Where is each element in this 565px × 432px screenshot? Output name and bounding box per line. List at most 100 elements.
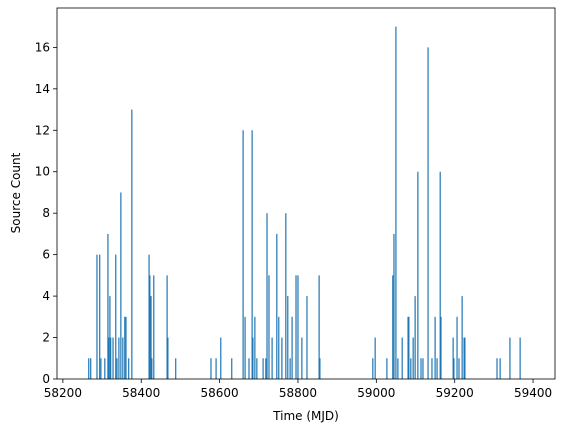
- bar: [104, 358, 106, 379]
- bar: [215, 358, 217, 379]
- bar: [128, 358, 130, 379]
- x-tick-label: 58600: [201, 386, 239, 400]
- bar: [88, 358, 90, 379]
- x-tick-label: 59200: [436, 386, 474, 400]
- bar: [109, 296, 111, 379]
- x-axis-label: Time (MJD): [272, 409, 339, 423]
- bar: [131, 109, 133, 380]
- bar: [125, 316, 127, 379]
- bar: [265, 358, 267, 379]
- bar: [244, 316, 246, 379]
- bar: [256, 358, 258, 379]
- bar: [175, 358, 177, 379]
- y-tick-label: 10: [35, 165, 50, 179]
- bar: [456, 316, 458, 379]
- bar: [318, 275, 320, 379]
- bar: [410, 358, 412, 379]
- y-tick-label: 8: [42, 206, 50, 220]
- bar: [420, 358, 422, 379]
- bar: [386, 358, 388, 379]
- bar: [210, 358, 212, 379]
- y-tick-label: 0: [42, 372, 50, 386]
- bar: [374, 337, 376, 379]
- bar: [287, 296, 289, 379]
- bar: [306, 296, 308, 379]
- bar: [452, 337, 454, 379]
- bar: [110, 337, 112, 379]
- bar: [268, 275, 270, 379]
- bar: [90, 358, 92, 379]
- bar: [461, 296, 463, 379]
- bar: [281, 337, 283, 379]
- bar: [153, 275, 155, 379]
- bar: [440, 316, 442, 379]
- bar: [150, 296, 152, 379]
- bar: [439, 171, 441, 379]
- bar: [422, 358, 424, 379]
- bar: [108, 337, 110, 379]
- bar: [166, 275, 168, 379]
- bar: [393, 233, 395, 379]
- bar: [120, 192, 122, 379]
- bar: [431, 358, 433, 379]
- bar: [434, 316, 436, 379]
- bar: [116, 358, 118, 379]
- bar: [463, 337, 465, 379]
- bar: [453, 358, 455, 379]
- bar: [278, 316, 280, 379]
- bar: [118, 337, 120, 379]
- x-tick-label: 58200: [44, 386, 82, 400]
- bar: [412, 337, 414, 379]
- bar: [99, 254, 101, 379]
- bar: [242, 130, 244, 379]
- bar: [392, 275, 394, 379]
- bar: [276, 233, 278, 379]
- bar: [151, 358, 153, 379]
- bar: [266, 213, 268, 379]
- bar: [100, 358, 102, 379]
- bar: [148, 254, 150, 379]
- bar: [464, 337, 466, 379]
- bar: [291, 316, 293, 379]
- bar: [458, 358, 460, 379]
- bar: [96, 254, 98, 379]
- bar: [395, 26, 397, 380]
- bar: [397, 358, 399, 379]
- bar: [251, 130, 253, 379]
- bar: [436, 358, 438, 379]
- bar: [496, 358, 498, 379]
- bar: [231, 358, 233, 379]
- bar: [107, 233, 109, 379]
- bar: [285, 213, 287, 379]
- y-tick-label: 16: [35, 40, 50, 54]
- y-tick-label: 12: [35, 123, 50, 137]
- y-axis-label: Source Count: [9, 152, 23, 233]
- bar: [115, 254, 117, 379]
- y-tick-label: 4: [42, 289, 50, 303]
- x-tick-label: 58400: [122, 386, 160, 400]
- bar: [289, 358, 291, 379]
- bar: [301, 337, 303, 379]
- x-tick-label: 58800: [279, 386, 317, 400]
- y-tick-label: 6: [42, 248, 50, 262]
- bar: [167, 337, 169, 379]
- bar: [248, 358, 250, 379]
- bar: [319, 358, 321, 379]
- x-tick-label: 59000: [357, 386, 395, 400]
- bar: [252, 337, 254, 379]
- bar: [499, 358, 501, 379]
- bar: [297, 275, 299, 379]
- y-tick-label: 14: [35, 82, 50, 96]
- bar: [427, 47, 429, 380]
- bar: [519, 337, 521, 379]
- bar: [372, 358, 374, 379]
- bar: [112, 337, 114, 379]
- bar: [254, 316, 256, 379]
- bar: [220, 337, 222, 379]
- bar: [122, 337, 124, 379]
- bar: [408, 316, 410, 379]
- bar: [401, 337, 403, 379]
- x-tick-label: 59400: [514, 386, 552, 400]
